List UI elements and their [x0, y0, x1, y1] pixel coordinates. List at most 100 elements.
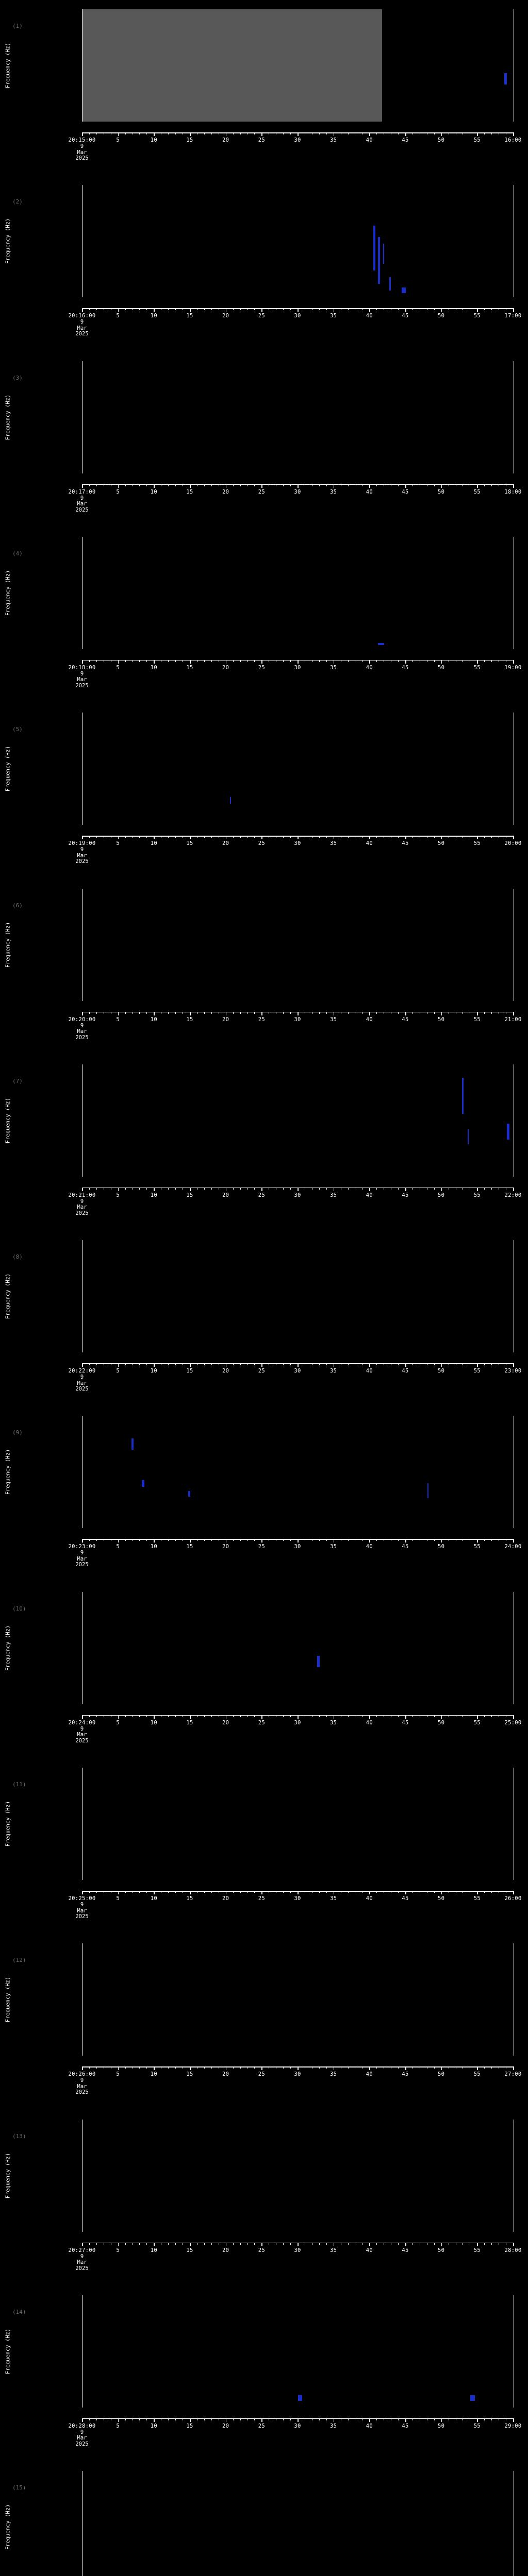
x-tick-mark-minor	[412, 1891, 413, 1893]
x-tick-mark-minor	[89, 1715, 90, 1717]
x-tick-mark-minor	[89, 2242, 90, 2245]
x-tick-mark-minor	[412, 2066, 413, 2069]
x-tick-mark-minor	[348, 1891, 349, 1893]
x-tick-mark-minor	[125, 132, 126, 134]
plot-area[interactable]: 02004006008001000	[82, 1768, 514, 1880]
x-tick-label-end: 27:00	[504, 2071, 522, 2078]
x-tick-label-end: 22:00	[504, 1192, 522, 1198]
x-tick-label: 50	[438, 1016, 445, 1023]
x-tick-mark	[225, 484, 227, 488]
x-tick-mark	[405, 1011, 406, 1015]
x-tick-mark	[477, 1011, 478, 1015]
x-tick-mark-minor	[89, 1011, 90, 1014]
x-tick-mark-minor	[146, 1187, 147, 1190]
x-tick-mark	[225, 1891, 227, 1894]
x-tick-mark-minor	[168, 1539, 169, 1541]
x-tick-label: 15	[186, 488, 193, 495]
x-tick-mark-minor	[175, 2066, 176, 2069]
x-tick-mark-minor	[125, 1187, 126, 1190]
plot-area[interactable]: 02004006008001000	[82, 536, 514, 649]
x-tick-mark-minor	[204, 308, 205, 311]
x-tick-mark-minor	[283, 1539, 284, 1541]
x-tick-mark	[82, 1187, 83, 1191]
x-axis: 20:24:00 5 10 15 20 25 30 35 40 45 50 55 25:00 9 Mar 20…	[69, 1715, 521, 1743]
x-tick-mark	[513, 132, 514, 136]
x-tick-mark-minor	[211, 2418, 212, 2420]
signal-trace	[504, 73, 507, 85]
x-tick-mark-minor	[254, 308, 255, 311]
x-tick-mark	[513, 1011, 514, 1015]
x-tick-mark-minor	[319, 2066, 320, 2069]
plot-area[interactable]: 02004006008001000	[82, 9, 514, 122]
x-tick-label: 10	[150, 1895, 157, 1902]
x-tick-mark	[513, 2418, 514, 2422]
x-tick-mark	[333, 484, 335, 488]
x-tick-mark	[441, 836, 442, 840]
x-tick-mark-minor	[319, 1891, 320, 1893]
axis-date-year: 2025	[75, 858, 89, 865]
plot-area[interactable]: 02004006008001000	[82, 1416, 514, 1529]
x-tick-label: 20	[222, 1192, 229, 1198]
plot-area[interactable]: 02004006008001000	[82, 1240, 514, 1353]
x-tick-mark	[261, 132, 262, 136]
x-tick-mark	[441, 2066, 442, 2071]
x-tick-mark	[261, 659, 262, 664]
x-tick-mark-minor	[175, 132, 176, 134]
x-tick-mark-minor	[290, 1011, 291, 1014]
x-tick-mark-minor	[491, 1891, 492, 1893]
axis-date-year: 2025	[75, 2265, 89, 2272]
axis-date-label: 9 Mar 2025	[75, 143, 88, 162]
x-tick-mark-minor	[376, 836, 377, 838]
plot-area[interactable]: 02004006008001000	[82, 1943, 514, 2056]
x-tick-mark-minor	[434, 2242, 435, 2245]
panel-number: (7)	[12, 1077, 23, 1084]
x-tick-mark	[405, 1891, 406, 1894]
x-tick-label: 25	[258, 313, 265, 319]
axis-date-year: 2025	[75, 1034, 89, 1041]
axis-date-year: 2025	[75, 682, 89, 689]
x-tick-label: 50	[438, 1368, 445, 1375]
x-tick-mark-minor	[326, 2242, 327, 2245]
x-tick-mark	[405, 1715, 406, 1719]
axis-date-day: 9	[80, 2253, 84, 2260]
x-tick-mark	[333, 836, 335, 840]
x-tick-mark-minor	[326, 2066, 327, 2069]
plot-area[interactable]: 02004006008001000	[82, 1591, 514, 1704]
y-axis-label: Frequency (Hz)	[4, 2120, 11, 2232]
plot-area[interactable]: 02004006008001000	[82, 713, 514, 825]
plot-area[interactable]: 02004006008001000	[82, 185, 514, 298]
x-tick-label: 10	[150, 1016, 157, 1023]
plot-area[interactable]: 02004006008001000	[82, 1064, 514, 1177]
x-tick-mark	[405, 132, 406, 136]
plot-area[interactable]: 02004006008001000	[82, 2119, 514, 2232]
x-tick-mark-minor	[175, 1363, 176, 1366]
x-tick-label: 25	[258, 2071, 265, 2078]
spectrogram-panel: Frequency (Hz) (7) 02004006008001000 20:21:…	[0, 1055, 528, 1231]
plot-area[interactable]: 02004006008001000	[82, 2295, 514, 2408]
x-tick-mark-minor	[491, 1539, 492, 1541]
x-tick-mark-minor	[484, 659, 485, 662]
x-tick-mark-minor	[319, 1539, 320, 1541]
x-tick-mark-minor	[348, 2066, 349, 2069]
x-tick-mark-minor	[491, 2242, 492, 2245]
axis-date-label: 9 Mar 2025	[75, 1550, 88, 1568]
x-tick-label: 20	[222, 840, 229, 847]
x-tick-mark-minor	[233, 1011, 234, 1014]
x-tick-label: 10	[150, 664, 157, 671]
x-tick-mark-minor	[319, 484, 320, 486]
x-tick-mark	[333, 2418, 335, 2422]
plot-area[interactable]: 02004006008001000	[82, 888, 514, 1001]
x-tick-mark-minor	[146, 1891, 147, 1893]
x-tick-mark	[333, 1539, 335, 1543]
x-tick-mark-minor	[168, 2242, 169, 2245]
plot-area[interactable]: 02004006008001000	[82, 361, 514, 473]
axis-date-label: 9 Mar 2025	[75, 495, 88, 514]
plot-area[interactable]: 02004006008001000	[82, 2471, 514, 2576]
x-tick-mark	[513, 1539, 514, 1543]
x-tick-mark	[333, 1011, 335, 1015]
x-tick-label-start: 20:21:00	[68, 1192, 96, 1198]
x-tick-mark-minor	[319, 836, 320, 838]
x-tick-mark-minor	[204, 484, 205, 486]
x-tick-mark-minor	[254, 1539, 255, 1541]
x-tick-mark	[298, 2242, 299, 2246]
